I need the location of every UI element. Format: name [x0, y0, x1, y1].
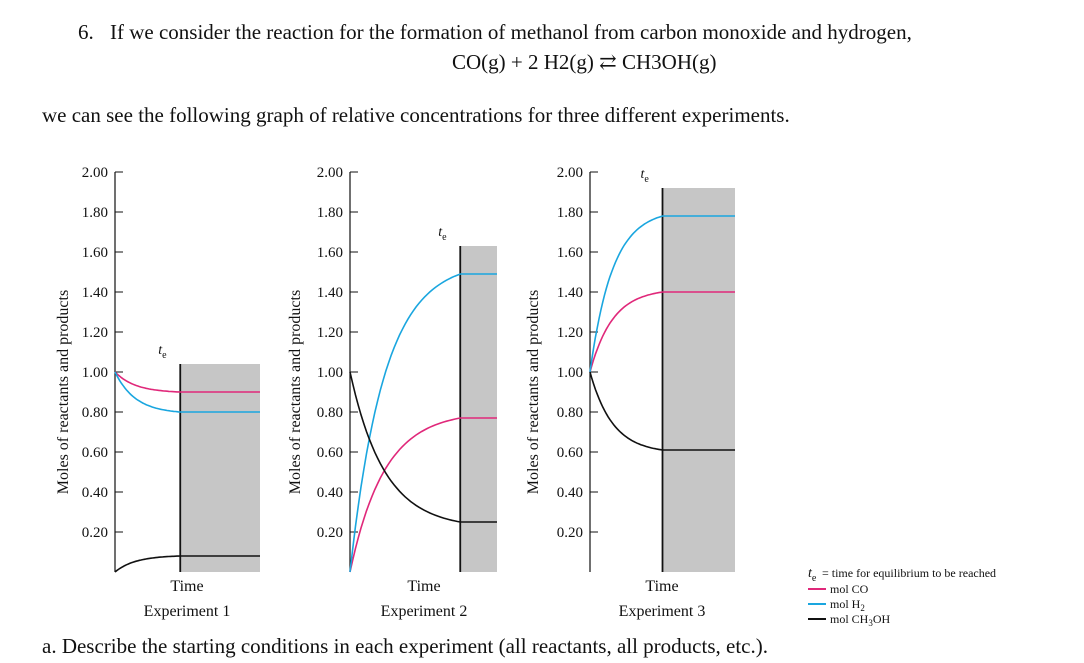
- te-label: te: [158, 343, 167, 361]
- question-number: 6.: [78, 20, 94, 44]
- y-tick-label: 2.00: [82, 165, 108, 181]
- y-tick-label: 1.20: [557, 325, 583, 341]
- x-axis-title: Time: [170, 578, 203, 595]
- chart-experiment-1: 2.00 1.80 1.60 1.40 1.20 1.00 0.80 0.60 0.40 0.20…: [55, 165, 260, 620]
- legend-te-symbol: te: [808, 566, 817, 584]
- te-label: te: [438, 225, 447, 243]
- reaction-equation: CO(g) + 2 H2(g) ⇄ CH3OH(g): [452, 50, 717, 74]
- y-tick-label: 1.20: [82, 325, 108, 341]
- equilibrium-shade: [662, 188, 735, 572]
- y-tick-label: 0.20: [557, 525, 583, 541]
- legend-co-text: mol CO: [830, 582, 869, 596]
- y-tick-label: 1.80: [557, 205, 583, 221]
- y-tick-label: 1.00: [82, 365, 108, 381]
- equilibrium-shade: [460, 246, 497, 572]
- y-axis-title: Moles of reactants and products: [525, 290, 542, 494]
- chart-title: Experiment 1: [144, 603, 231, 620]
- y-tick-label: 0.40: [82, 485, 108, 501]
- chart-experiment-2: 2.00 1.80 1.60 1.40 1.20 1.00 0.80 0.60 0.40 0.20…: [287, 165, 497, 620]
- y-tick-label: 0.60: [317, 445, 343, 461]
- series-co-line: [589, 291, 735, 373]
- y-tick-label: 1.60: [317, 245, 343, 261]
- chart-title: Experiment 2: [381, 603, 468, 620]
- series-ch3oh-line: [589, 371, 735, 451]
- series-co-line: [114, 371, 260, 393]
- y-tick-label: 1.40: [557, 285, 583, 301]
- y-axis-title: Moles of reactants and products: [55, 290, 72, 494]
- y-tick-label: 0.20: [317, 525, 343, 541]
- y-tick-label: 1.60: [82, 245, 108, 261]
- y-tick-label: 0.80: [317, 405, 343, 421]
- y-tick-label: 0.40: [557, 485, 583, 501]
- series-h2-line: [114, 371, 260, 413]
- series-h2-line: [349, 273, 497, 573]
- legend: te = time for equilibrium to be reached …: [808, 566, 996, 628]
- chart-experiment-3: 2.00 1.80 1.60 1.40 1.20 1.00 0.80 0.60 0.40 0.20…: [525, 165, 735, 620]
- y-tick-label: 0.60: [557, 445, 583, 461]
- y-tick-label: 1.40: [82, 285, 108, 301]
- y-tick-label: 1.20: [317, 325, 343, 341]
- question-text: If we consider the reaction for the form…: [110, 20, 912, 44]
- x-axis-title: Time: [407, 578, 440, 595]
- y-tick-label: 0.80: [82, 405, 108, 421]
- part-a-question: a. Describe the starting conditions in e…: [42, 634, 768, 658]
- intro-text: we can see the following graph of relati…: [42, 103, 790, 127]
- legend-h2-text: mol H2: [830, 597, 865, 613]
- series-ch3oh-line: [114, 555, 260, 573]
- y-tick-label: 0.80: [557, 405, 583, 421]
- y-tick-label: 0.20: [82, 525, 108, 541]
- y-tick-label: 2.00: [317, 165, 343, 181]
- legend-ch3oh-text: mol CH3OH: [830, 612, 891, 628]
- y-tick-label: 1.00: [317, 365, 343, 381]
- chart-title: Experiment 3: [619, 603, 706, 620]
- y-tick-label: 0.40: [317, 485, 343, 501]
- y-tick-label: 1.40: [317, 285, 343, 301]
- y-tick-label: 1.80: [317, 205, 343, 221]
- series-co-line: [349, 417, 497, 573]
- equilibrium-shade: [180, 364, 260, 572]
- y-tick-label: 1.80: [82, 205, 108, 221]
- y-tick-label: 1.60: [557, 245, 583, 261]
- te-label: te: [641, 167, 650, 185]
- x-axis-title: Time: [645, 578, 678, 595]
- series-ch3oh-line: [349, 371, 497, 523]
- y-axis-title: Moles of reactants and products: [287, 290, 304, 494]
- charts-layer: 2.00 1.80 1.60 1.40 1.20 1.00 0.80 0.60 0.40 0.20…: [55, 165, 735, 620]
- y-tick-label: 1.00: [557, 365, 583, 381]
- series-h2-line: [589, 215, 735, 373]
- legend-te-text: = time for equilibrium to be reached: [822, 566, 996, 580]
- y-tick-label: 2.00: [557, 165, 583, 181]
- y-tick-label: 0.60: [82, 445, 108, 461]
